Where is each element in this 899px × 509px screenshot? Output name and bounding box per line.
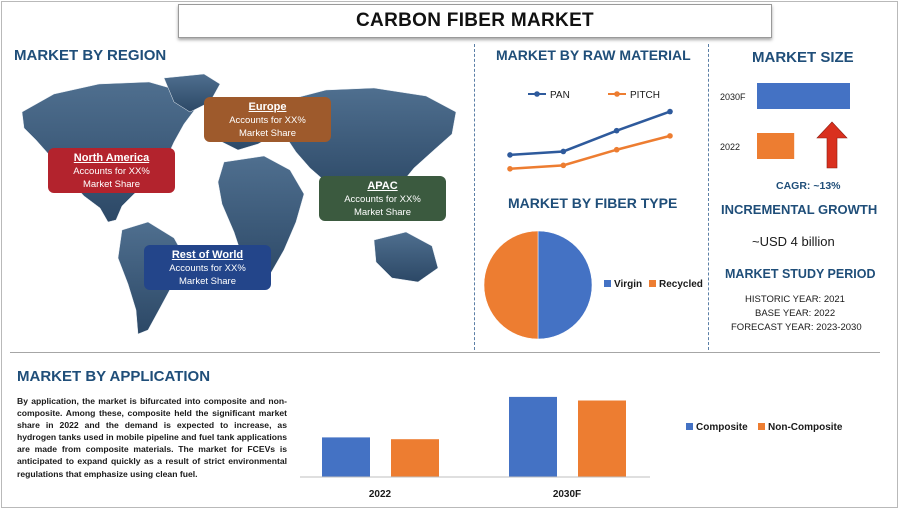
market-size-bar-chart: 2030F 2022	[720, 83, 850, 169]
x-tick-2022: 2022	[369, 489, 392, 500]
callout-north-america: North America Accounts for XX% Market Sh…	[48, 148, 175, 193]
callout-rest-of-world-text: Accounts for XX%	[169, 263, 246, 274]
legend-label-pitch: PITCH	[630, 90, 660, 101]
australia-shape	[373, 231, 439, 283]
size-bar-2022	[757, 133, 795, 159]
raw-material-line-chart: PAN PITCH	[507, 90, 673, 172]
callout-north-america-title: North America	[73, 152, 150, 164]
bar-non-composite-2022	[391, 439, 439, 477]
callout-apac-title: APAC	[367, 180, 398, 192]
callout-europe-title: Europe	[248, 101, 287, 113]
legend-swatch-virgin	[604, 280, 611, 287]
point-pitch-0	[507, 166, 513, 172]
legend-label-composite: Composite	[696, 422, 748, 433]
callout-europe: Europe Accounts for XX% Market Share	[204, 97, 331, 142]
callout-apac: APAC Accounts for XX% Market Share	[319, 176, 446, 221]
point-pan-3	[667, 108, 673, 115]
cagr-value: ~13%	[813, 180, 841, 192]
pie-slice-recycled	[483, 230, 539, 340]
x-tick-2030f: 2030F	[553, 489, 581, 500]
callout-rest-of-world: Rest of World Accounts for XX% Market Sh…	[144, 245, 271, 290]
fiber-type-heading: MARKET BY FIBER TYPE	[508, 195, 678, 211]
base-year: BASE YEAR: 2022	[755, 308, 836, 319]
callout-apac-text2: Market Share	[353, 207, 412, 218]
application-bar-chart: 2022 2030F Composite Non-Composite	[300, 396, 843, 500]
point-pan-2	[613, 127, 620, 134]
legend-marker-pitch	[614, 91, 620, 97]
page-title: CARBON FIBER MARKET	[356, 10, 594, 31]
incremental-growth-heading: INCREMENTAL GROWTH	[721, 202, 878, 217]
callout-europe-text2: Market Share	[238, 128, 297, 139]
callout-north-america-text: Accounts for XX%	[73, 166, 150, 177]
raw-material-heading: MARKET BY RAW MATERIAL	[496, 47, 691, 63]
region-heading: MARKET BY REGION	[14, 47, 167, 64]
point-pitch-1	[560, 162, 567, 169]
cagr-label: CAGR:	[776, 180, 811, 192]
callout-rest-of-world-text2: Market Share	[178, 276, 237, 287]
legend-label-virgin: Virgin	[614, 279, 642, 290]
callout-europe-text: Accounts for XX%	[229, 115, 306, 126]
legend-label-non-composite: Non-Composite	[768, 422, 843, 433]
point-pitch-2	[613, 146, 620, 153]
incremental-growth-value: ~USD 4 billion	[752, 234, 835, 249]
series-line-pan	[509, 110, 671, 157]
point-pitch-3	[667, 133, 673, 139]
forecast-year: FORECAST YEAR: 2023-2030	[731, 322, 862, 333]
title-box: CARBON FIBER MARKET	[178, 4, 772, 38]
divider-left	[474, 44, 475, 350]
divider-right	[708, 44, 709, 350]
callout-rest-of-world-title: Rest of World	[171, 249, 244, 261]
fiber-type-pie-chart: Virgin Recycled	[483, 230, 703, 340]
legend-label-recycled: Recycled	[659, 279, 703, 290]
application-heading: MARKET BY APPLICATION	[17, 368, 211, 385]
point-pan-0	[507, 152, 513, 158]
size-bar-2030f	[757, 83, 850, 109]
market-size-heading: MARKET SIZE	[752, 49, 854, 66]
legend-marker-pan	[534, 91, 540, 97]
series-line-pitch	[509, 134, 671, 171]
pie-slice-virgin	[537, 230, 593, 340]
callout-north-america-text2: Market Share	[82, 179, 141, 190]
study-period-heading: MARKET STUDY PERIOD	[725, 267, 876, 281]
growth-arrow-icon	[816, 121, 848, 169]
legend-label-pan: PAN	[550, 90, 570, 101]
cagr-line: CAGR: ~13%	[776, 180, 841, 192]
legend-swatch-recycled	[649, 280, 656, 287]
size-label-2030f: 2030F	[720, 92, 746, 102]
divider-horizontal	[10, 352, 880, 353]
callout-apac-text: Accounts for XX%	[344, 194, 421, 205]
application-description: By application, the market is bifurcated…	[17, 396, 287, 479]
bar-composite-2030f	[509, 396, 557, 477]
legend-swatch-non-composite	[758, 423, 765, 430]
bar-composite-2022	[322, 437, 370, 477]
legend-swatch-composite	[686, 423, 693, 430]
point-pan-1	[560, 148, 567, 155]
historic-year: HISTORIC YEAR: 2021	[745, 294, 845, 305]
size-label-2022: 2022	[720, 142, 740, 152]
bar-non-composite-2030f	[578, 400, 626, 477]
